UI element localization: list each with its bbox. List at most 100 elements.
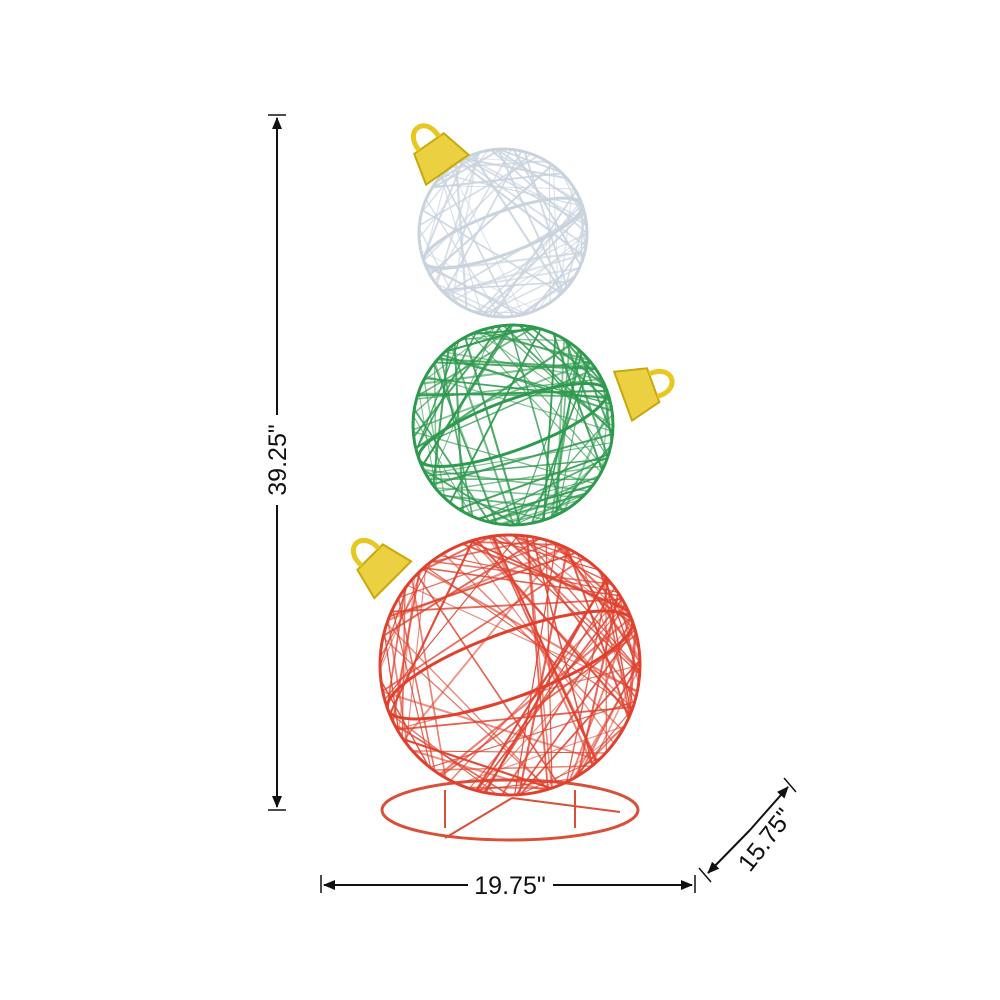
width-label: 19.75" — [474, 872, 545, 900]
wire-strand — [431, 560, 612, 585]
wire-strand — [566, 548, 630, 719]
wire-strand — [429, 164, 554, 276]
wire-strand — [418, 535, 493, 574]
wire-strand — [483, 587, 616, 793]
wire-strand — [429, 326, 495, 482]
wire-strand — [515, 414, 613, 526]
wire-strand — [483, 328, 605, 468]
wire-strand — [391, 609, 432, 769]
wire-strand — [464, 336, 522, 526]
wire-strand — [442, 552, 624, 731]
wire-strand — [441, 280, 572, 291]
wire-strand — [379, 568, 424, 670]
stacked-ornament-sculpture — [350, 123, 675, 842]
wire-strand — [508, 324, 563, 513]
wire-strand — [470, 333, 602, 473]
wire-strand — [405, 565, 427, 744]
wire-strand — [389, 551, 577, 617]
wire-strand — [590, 665, 641, 768]
wire-strand — [423, 152, 531, 262]
green-ornament — [411, 323, 615, 527]
wire-strand — [530, 243, 587, 313]
wire-strand — [482, 328, 593, 365]
wire-strand — [433, 765, 592, 771]
wire-strand — [440, 175, 514, 317]
wire-strand — [597, 569, 640, 650]
wire-strand — [386, 623, 549, 790]
ornament-cap — [612, 367, 675, 423]
wire-strand — [461, 158, 587, 247]
wire-strand — [492, 287, 567, 317]
height-dimension: 39.25" — [264, 114, 292, 811]
wire-strand — [449, 167, 524, 315]
wire-strand — [556, 359, 589, 515]
wire-strand — [480, 456, 609, 521]
wire-strand — [412, 325, 502, 438]
wire-base-ring — [380, 778, 640, 842]
wire-strand — [490, 535, 594, 766]
wire-strand — [391, 598, 623, 613]
red-ornament — [378, 533, 642, 797]
wire-strand — [426, 458, 608, 477]
wire-strand — [397, 597, 436, 772]
wire-strand — [416, 326, 535, 397]
wire-strand — [600, 572, 631, 717]
ornament-band — [422, 196, 584, 270]
ornament-caps — [350, 123, 675, 600]
wire-strand — [471, 154, 563, 294]
wire-strand — [463, 157, 587, 226]
wire-strand — [513, 534, 637, 699]
wire-strand — [514, 543, 557, 796]
wire-strand — [477, 331, 614, 427]
ornament-cap — [350, 537, 413, 600]
wire-strand — [526, 536, 553, 789]
wire-strand — [439, 616, 632, 776]
wire-strand — [444, 211, 585, 295]
wire-strand — [452, 232, 588, 301]
wire-strand — [432, 348, 450, 486]
wire-strand — [499, 499, 580, 525]
wire-strand — [382, 537, 541, 637]
white-ornament — [417, 147, 589, 319]
wire-strand — [478, 622, 634, 792]
wire-strand — [525, 536, 549, 790]
depth-dimension: 15.75" — [698, 777, 799, 883]
wire-strand — [518, 756, 602, 796]
wire-strand — [510, 534, 591, 564]
wire-strand — [386, 588, 406, 708]
wire-strand — [423, 567, 621, 597]
wire-strand — [417, 389, 608, 397]
wire-strand — [415, 367, 596, 449]
wire-strand — [420, 250, 537, 311]
wire-strand — [497, 148, 565, 292]
wire-strand — [387, 546, 566, 622]
wire-strand — [425, 442, 612, 475]
wire-strand — [566, 580, 610, 783]
wire-strand — [429, 700, 635, 769]
wire-strand — [442, 173, 583, 207]
wire-strand — [553, 541, 631, 616]
wire-strand — [418, 391, 437, 489]
wire-strand — [382, 557, 585, 692]
wire-strand — [518, 548, 569, 795]
wire-strand — [411, 749, 545, 792]
wire-strand — [425, 375, 613, 432]
wire-strand — [458, 160, 585, 258]
wire-strand — [564, 339, 609, 457]
wire-strand — [489, 475, 600, 524]
depth-label: 15.75" — [733, 803, 799, 877]
wire-strand — [502, 324, 614, 433]
wire-strand — [433, 363, 497, 524]
wire-strand — [471, 540, 633, 710]
ornament-band — [417, 382, 609, 468]
wire-strand — [421, 360, 591, 385]
wire-strand — [455, 163, 468, 309]
wire-strand — [387, 619, 409, 745]
wire-strand — [432, 432, 613, 486]
wire-strand — [555, 339, 566, 516]
wire-strand — [423, 469, 517, 526]
ornament-cap — [410, 123, 471, 187]
wire-strand — [466, 786, 552, 789]
